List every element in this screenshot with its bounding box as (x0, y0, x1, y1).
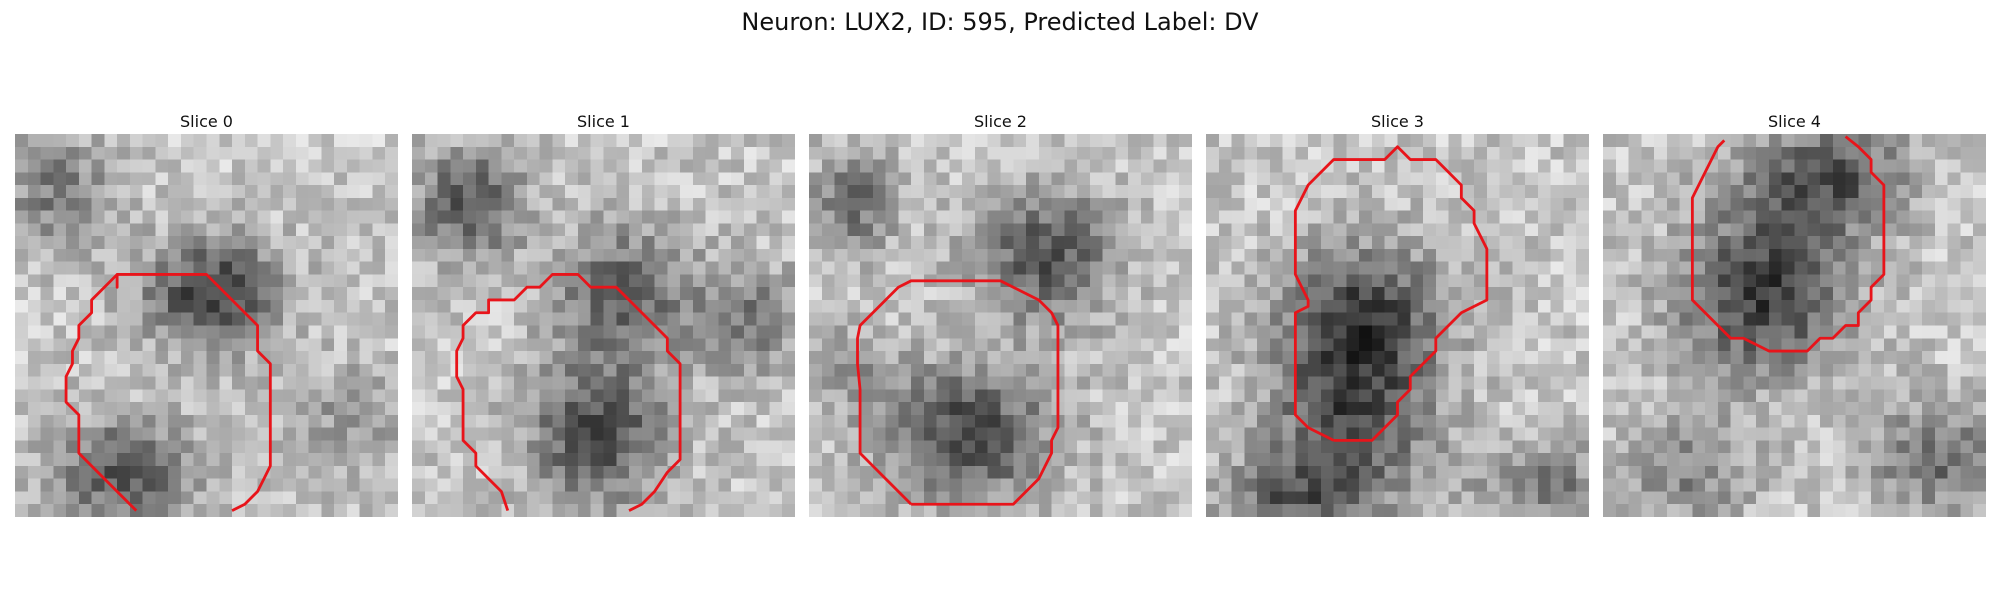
slice-panel-3: Slice 3 (1206, 110, 1589, 517)
contour-slice-3 (1293, 145, 1489, 442)
slice-image-0 (15, 134, 398, 517)
contour-slice-4 (1690, 135, 1886, 353)
slice-title-4: Slice 4 (1768, 112, 1821, 131)
slice-panel-2: Slice 2 (809, 110, 1192, 517)
contour-slice-1 (455, 273, 682, 512)
slice-title-3: Slice 3 (1371, 112, 1424, 131)
slice-title-0: Slice 0 (180, 112, 233, 131)
slice-panel-4: Slice 4 (1603, 110, 1986, 517)
slice-panel-1: Slice 1 (412, 110, 795, 517)
figure-title: Neuron: LUX2, ID: 595, Predicted Label: … (741, 8, 1259, 36)
slice-image-1 (412, 134, 795, 517)
slice-title-2: Slice 2 (974, 112, 1027, 131)
slice-title-1: Slice 1 (577, 112, 630, 131)
slice-image-4 (1603, 134, 1986, 517)
slice-panel-0: Slice 0 (15, 110, 398, 517)
slice-image-3 (1206, 134, 1589, 517)
slice-image-2 (809, 134, 1192, 517)
contour-slice-2 (856, 279, 1060, 506)
contour-slice-0 (64, 273, 272, 512)
